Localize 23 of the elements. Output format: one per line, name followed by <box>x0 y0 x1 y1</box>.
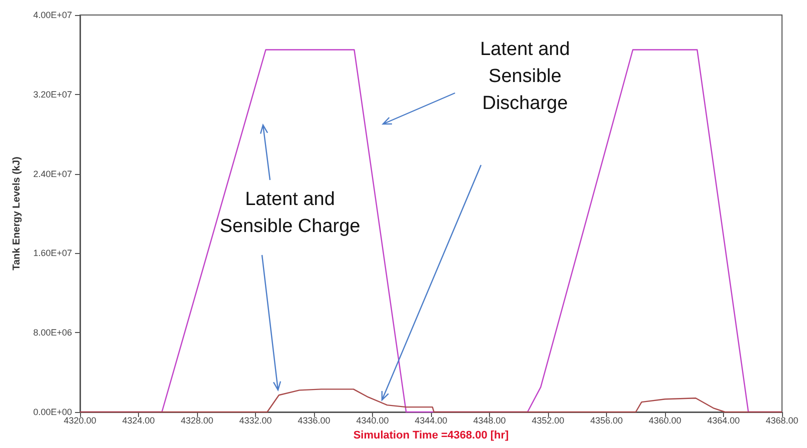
x-tick-label: 4336.00 <box>298 416 330 426</box>
y-tick-label: 4.00E+07 <box>33 10 72 20</box>
y-tick-label: 3.20E+07 <box>33 89 72 100</box>
x-tick-label: 4320.00 <box>64 416 96 426</box>
x-tick-label: 4360.00 <box>648 416 682 426</box>
y-tick-label: 1.60E+07 <box>33 248 72 258</box>
annotation: Latent and Sensible Discharge <box>480 39 570 114</box>
y-tick-label: 2.40E+07 <box>33 168 72 179</box>
x-tick-label: 4328.00 <box>180 416 214 426</box>
y-tick-label: 8.00E+06 <box>33 328 72 338</box>
x-tick-label: 4356.00 <box>590 416 623 426</box>
x-tick-label: 4368.00 <box>766 416 798 426</box>
x-tick-label: 4324.00 <box>122 416 155 426</box>
y-tick-label: 0.00E+00 <box>33 407 72 417</box>
x-tick-label: 4344.00 <box>414 416 448 426</box>
y-axis-title: Tank Energy Levels (kJ) <box>12 156 22 270</box>
x-tick-label: 4332.00 <box>239 416 272 426</box>
x-tick-label: 4364.00 <box>707 416 740 426</box>
x-tick-label: 4340.00 <box>356 416 389 426</box>
annotation: Latent and Sensible Charge <box>220 189 360 237</box>
x-axis-title: Simulation Time =4368.00 [hr] <box>353 429 510 442</box>
x-tick-label: 4348.00 <box>473 416 506 426</box>
x-tick-label: 4352.00 <box>532 416 564 426</box>
